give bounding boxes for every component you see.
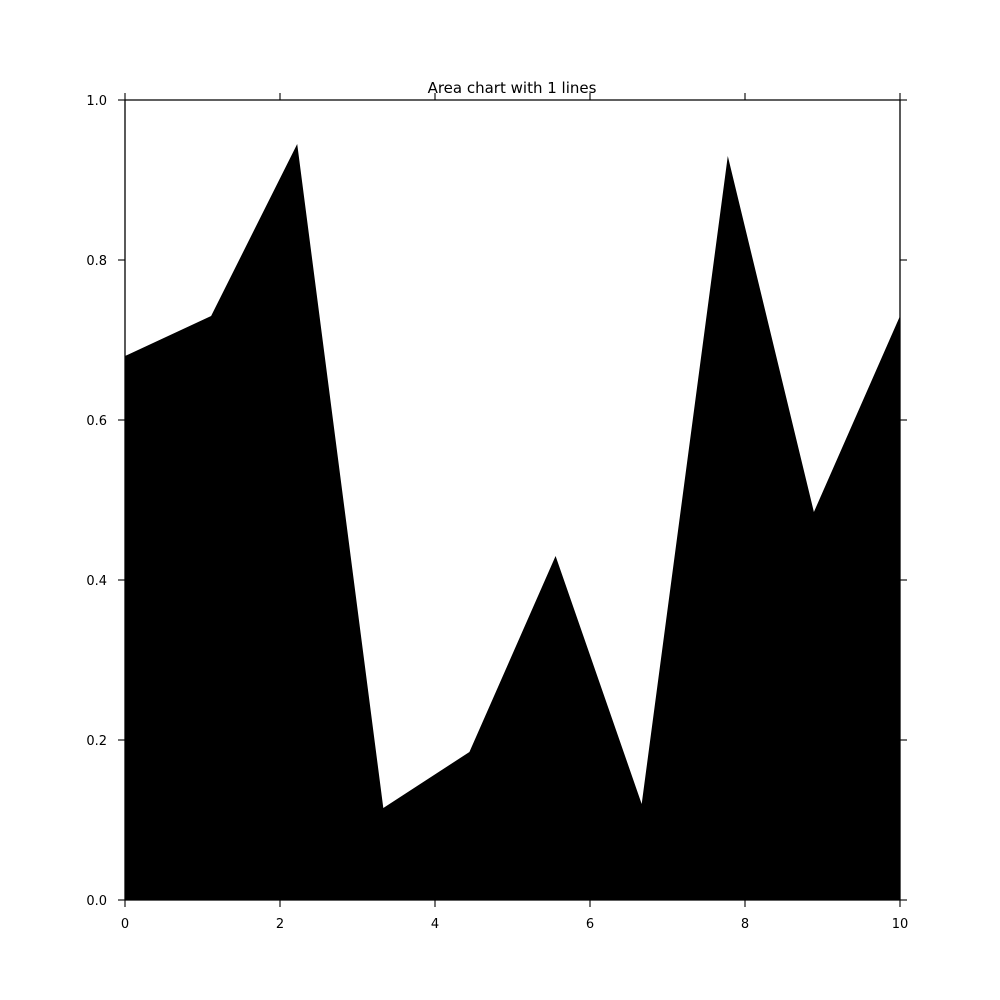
y-tick-label: 0.0 [86,894,107,909]
x-tick-label: 4 [431,917,439,932]
y-tick-label: 1.0 [86,94,107,109]
x-tick-label: 0 [121,917,129,932]
y-tick-label: 0.4 [86,574,107,589]
plot-frame [124,99,901,901]
x-tick-label: 8 [741,917,749,932]
axis-ticks [118,93,907,907]
axis-tick-labels: 0 2 4 6 8 10 0.0 0.2 0.4 0.6 0.8 1.0 [86,94,908,932]
x-tick-label: 10 [892,917,909,932]
chart-title: Area chart with 1 lines [428,79,597,97]
area-layer [125,144,900,900]
x-tick-label: 6 [586,917,594,932]
area-series-0 [125,144,900,900]
x-tick-label: 2 [276,917,284,932]
y-tick-label: 0.8 [86,254,107,269]
y-tick-label: 0.6 [86,414,107,429]
y-tick-label: 0.2 [86,734,107,749]
